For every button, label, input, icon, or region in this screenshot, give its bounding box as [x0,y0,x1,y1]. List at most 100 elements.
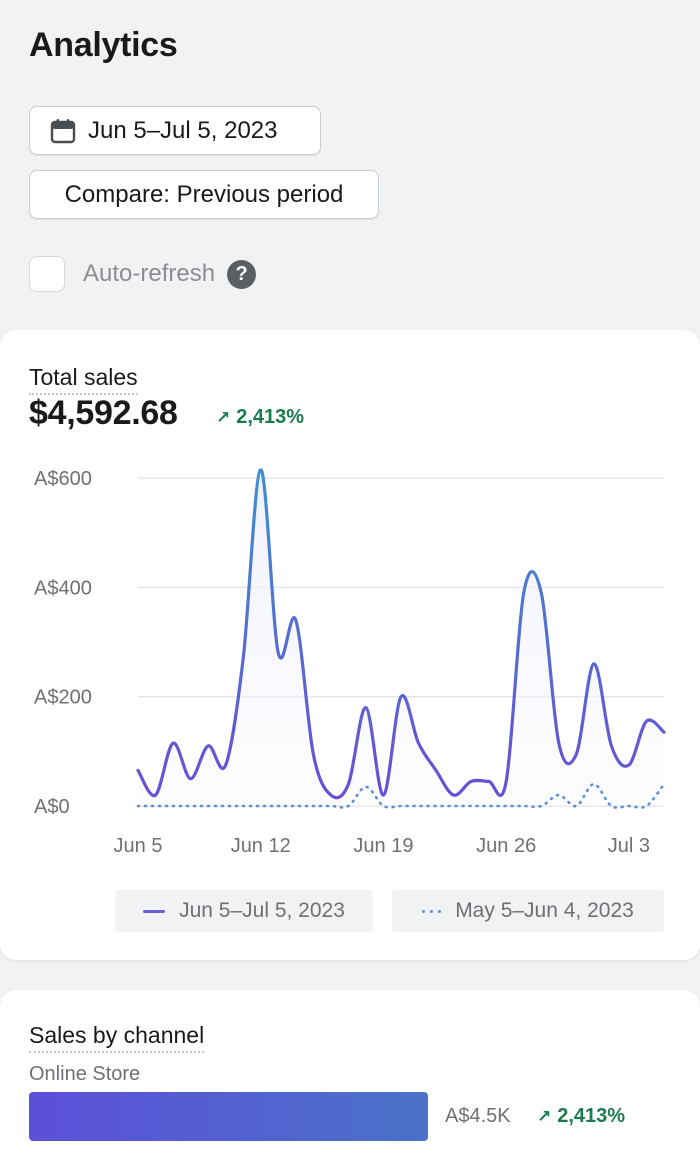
data-point-current[interactable] [309,750,317,758]
data-point-current[interactable] [485,777,493,785]
data-point-current[interactable] [379,791,387,799]
sales-by-channel-title[interactable]: Sales by channel [29,1022,205,1053]
total-sales-change: ↗ 2,413% [216,406,304,429]
data-point-previous[interactable] [520,802,528,810]
data-point-previous[interactable] [274,802,282,810]
data-point-current[interactable] [187,775,195,783]
dotted-line-swatch [422,909,442,913]
data-point-current[interactable] [590,660,598,668]
calendar-icon [50,118,76,144]
data-point-current[interactable] [467,777,475,785]
channel-change-value: 2,413% [557,1105,626,1127]
data-point-previous[interactable] [292,802,300,810]
compare-label: Compare: Previous period [64,180,344,208]
compare-button[interactable]: Compare: Previous period [29,170,379,219]
data-point-previous[interactable] [239,802,247,810]
data-point-previous[interactable] [485,802,493,810]
channel-change: ↗ 2,413% [537,1105,625,1128]
data-point-previous[interactable] [432,802,440,810]
data-point-current[interactable] [397,693,405,701]
data-point-current[interactable] [572,750,580,758]
legend-previous-label: May 5–Jun 4, 2023 [455,899,634,922]
data-point-previous[interactable] [590,780,598,788]
total-sales-value: $4,592.68 [29,394,178,432]
total-sales-card: Total sales $4,592.68 ↗ 2,413% A$600 A$40… [0,330,700,960]
y-tick-label: A$600 [34,468,92,490]
data-point-previous[interactable] [572,802,580,810]
y-tick-label: A$200 [34,687,92,709]
data-point-previous[interactable] [415,802,423,810]
sales-line-chart[interactable]: A$600 A$400 A$200 A$0 Jun 5 Jun 12 Jun 19 Jun 2… [0,330,700,870]
data-point-current[interactable] [502,777,510,785]
data-point-current[interactable] [432,766,440,774]
data-point-previous[interactable] [537,802,545,810]
auto-refresh-row: Auto-refresh ? [29,256,257,292]
channel-amount: A$4.5K [445,1105,511,1127]
data-point-current[interactable] [415,739,423,747]
data-point-previous[interactable] [169,802,177,810]
data-point-previous[interactable] [362,783,370,791]
data-point-current[interactable] [257,466,265,474]
data-point-previous[interactable] [502,802,510,810]
data-point-previous[interactable] [397,802,405,810]
legend-previous-period[interactable]: May 5–Jun 4, 2023 [392,890,664,932]
total-sales-title[interactable]: Total sales [29,364,138,395]
data-point-current[interactable] [555,739,563,747]
data-point-previous[interactable] [379,802,387,810]
legend-current-label: Jun 5–Jul 5, 2023 [179,899,345,922]
data-point-previous[interactable] [327,802,335,810]
data-point-current[interactable] [239,654,247,662]
data-point-current[interactable] [660,728,668,736]
data-point-current[interactable] [327,791,335,799]
data-point-current[interactable] [625,761,633,769]
series-line-current [136,468,666,800]
data-point-current[interactable] [607,742,615,750]
channel-bar[interactable] [29,1092,428,1141]
data-point-previous[interactable] [450,802,458,810]
data-point-current[interactable] [362,704,370,712]
data-point-current[interactable] [222,761,230,769]
data-point-previous[interactable] [642,802,650,810]
data-point-previous[interactable] [134,802,142,810]
y-tick-label: A$400 [34,577,92,599]
solid-line-swatch [143,909,166,913]
data-point-previous[interactable] [607,802,615,810]
date-range-label: Jun 5–Jul 5, 2023 [88,116,278,144]
data-point-previous[interactable] [309,802,317,810]
data-point-previous[interactable] [257,802,265,810]
data-point-current[interactable] [537,589,545,597]
x-tick-label: Jun 19 [353,835,413,857]
page-title: Analytics [29,26,178,64]
data-point-current[interactable] [344,780,352,788]
data-point-current[interactable] [134,766,142,774]
data-point-current[interactable] [152,791,160,799]
auto-refresh-checkbox[interactable] [29,256,65,292]
data-point-current[interactable] [204,742,212,750]
data-point-previous[interactable] [222,802,230,810]
date-range-button[interactable]: Jun 5–Jul 5, 2023 [29,106,321,155]
data-point-previous[interactable] [625,802,633,810]
x-tick-label: Jul 3 [608,835,650,857]
data-point-current[interactable] [642,717,650,725]
x-tick-label: Jun 12 [231,835,291,857]
data-point-previous[interactable] [152,802,160,810]
data-point-previous[interactable] [660,780,668,788]
arrow-up-right-icon: ↗ [216,407,231,427]
data-point-current[interactable] [450,791,458,799]
arrow-up-right-icon: ↗ [537,1106,552,1126]
data-point-previous[interactable] [467,802,475,810]
help-icon[interactable]: ? [227,259,257,289]
legend-current-period[interactable]: Jun 5–Jul 5, 2023 [115,890,373,932]
data-point-current[interactable] [274,649,282,657]
data-point-current[interactable] [292,616,300,624]
data-point-previous[interactable] [555,791,563,799]
data-point-previous[interactable] [187,802,195,810]
y-tick-label: A$0 [34,796,70,818]
data-point-current[interactable] [169,739,177,747]
channel-name: Online Store [29,1063,141,1085]
data-point-previous[interactable] [204,802,212,810]
data-point-current[interactable] [520,589,528,597]
data-point-previous[interactable] [344,802,352,810]
series-area-current [138,469,664,806]
